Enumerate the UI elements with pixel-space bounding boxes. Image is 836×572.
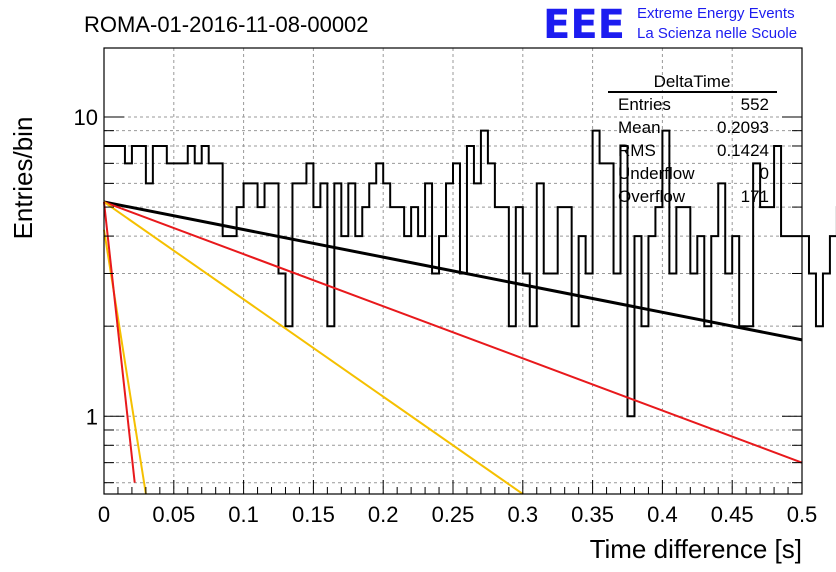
y-tick-label: 10 xyxy=(74,105,98,130)
x-tick-label: 0.35 xyxy=(571,502,614,527)
stats-row: Underflow 0 xyxy=(618,164,769,183)
y-tick-label: 1 xyxy=(86,404,98,429)
x-tick-label: 0.4 xyxy=(647,502,678,527)
fit-line-yellow xyxy=(103,201,524,495)
x-tick-label: 0.2 xyxy=(368,502,399,527)
tick-labels: 0 0.05 0.1 0.15 0.2 0.25 0.3 0.35 0.4 0.45 0.5 1 10 xyxy=(74,105,818,527)
stats-label: Mean xyxy=(618,118,661,137)
stats-value: 552 xyxy=(741,95,769,114)
x-tick-label: 0.15 xyxy=(292,502,335,527)
stats-value: 0 xyxy=(760,164,769,183)
logo-line-2: La Scienza nelle Scuole xyxy=(637,25,797,42)
stats-value: 0.2093 xyxy=(717,118,769,137)
x-tick-label: 0.1 xyxy=(228,502,259,527)
fit-curves xyxy=(103,200,803,495)
x-tick-label: 0.45 xyxy=(711,502,754,527)
chart-title: ROMA-01-2016-11-08-00002 xyxy=(84,12,369,37)
stats-title: DeltaTime xyxy=(654,72,731,91)
fit-line-red xyxy=(103,201,803,464)
y-axis-label: Entries/bin xyxy=(8,117,38,240)
stats-row: Entries 552 xyxy=(618,95,769,114)
stats-label: RMS xyxy=(618,141,656,160)
logo-letters: EEE xyxy=(543,2,625,48)
stats-label: Entries xyxy=(618,95,671,114)
stats-row: Mean 0.2093 xyxy=(618,118,769,137)
x-tick-label: 0.05 xyxy=(152,502,195,527)
histogram xyxy=(104,129,836,418)
x-tick-label: 0.3 xyxy=(508,502,539,527)
stats-value: 0.1424 xyxy=(717,141,769,160)
x-axis-label: Time difference [s] xyxy=(590,534,802,564)
eee-logo: EEE Extreme Energy Events La Scienza nel… xyxy=(543,2,797,48)
stats-row: Overflow 171 xyxy=(618,187,769,206)
stats-label: Overflow xyxy=(618,187,686,206)
x-tick-label: 0.25 xyxy=(432,502,475,527)
x-tick-label: 0.5 xyxy=(787,502,818,527)
stats-label: Underflow xyxy=(618,164,695,183)
histogram-outline xyxy=(104,129,836,418)
fit-line-black xyxy=(103,200,803,342)
x-tick-label: 0 xyxy=(98,502,110,527)
axis-ticks xyxy=(103,116,803,494)
stats-box: DeltaTime Entries 552 Mean 0.2093 RMS 0.… xyxy=(608,72,777,206)
fit-line-red xyxy=(103,201,136,483)
fit-line-yellow xyxy=(103,229,147,495)
logo-line-1: Extreme Energy Events xyxy=(637,5,795,22)
stats-row: RMS 0.1424 xyxy=(618,141,769,160)
stats-value: 171 xyxy=(741,187,769,206)
